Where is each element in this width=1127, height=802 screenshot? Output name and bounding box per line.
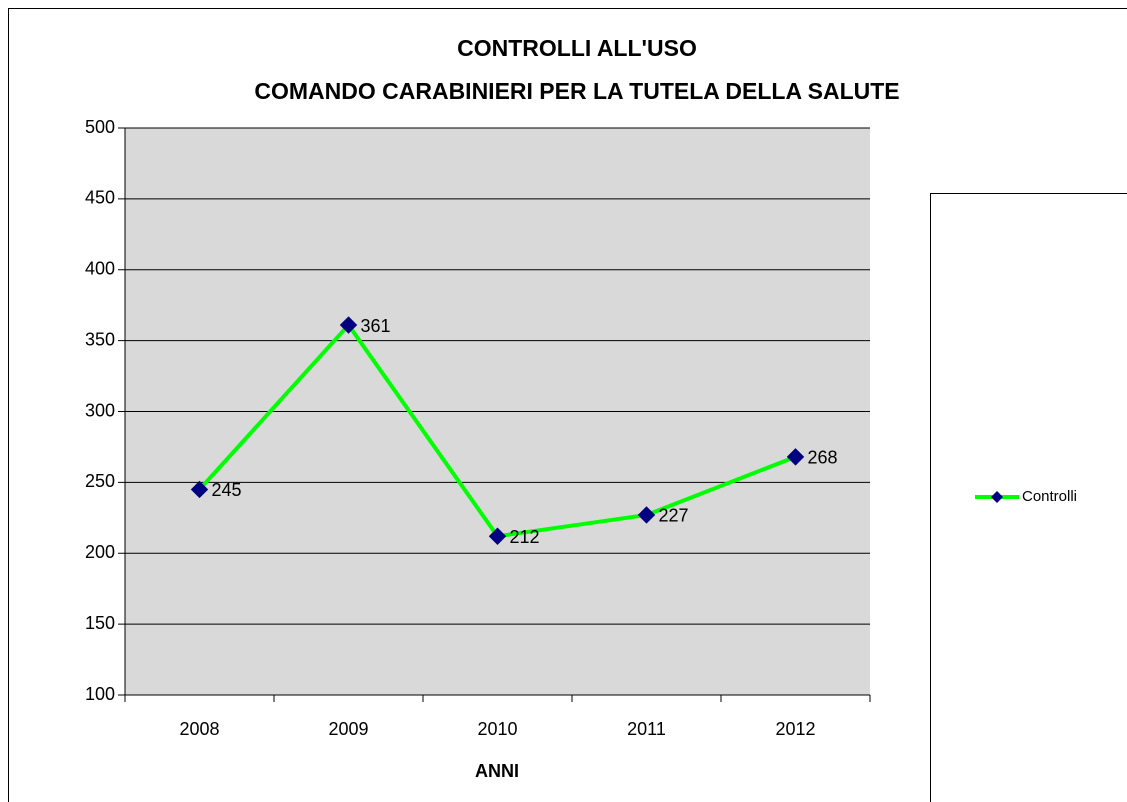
data-label: 245 <box>212 480 242 500</box>
chart-title: CONTROLLI ALL'USO <box>457 35 697 61</box>
data-label: 361 <box>361 316 391 336</box>
x-tick-label: 2010 <box>477 719 517 739</box>
legend-marker <box>991 491 1003 503</box>
y-tick-label: 450 <box>85 188 115 208</box>
y-tick-label: 500 <box>85 117 115 137</box>
x-axis-label: ANNI <box>475 761 519 781</box>
x-tick-label: 2008 <box>179 719 219 739</box>
marker <box>190 480 209 499</box>
y-tick-label: 200 <box>85 542 115 562</box>
marker <box>339 316 358 334</box>
legend-box <box>930 193 1127 802</box>
marker <box>786 448 805 466</box>
y-tick-label: 300 <box>85 400 115 420</box>
marker <box>488 527 507 545</box>
y-tick-label: 400 <box>85 259 115 279</box>
legend-label: Controlli <box>1022 488 1077 505</box>
x-tick-label: 2009 <box>328 719 368 739</box>
x-tick-label: 2012 <box>775 719 815 739</box>
data-label: 212 <box>510 527 540 547</box>
x-tick-label: 2011 <box>627 719 666 739</box>
chart-subtitle: COMANDO CARABINIERI PER LA TUTELA DELLA … <box>254 78 899 104</box>
y-tick-label: 100 <box>85 684 115 704</box>
y-tick-label: 350 <box>85 329 115 349</box>
data-label: 268 <box>808 448 838 468</box>
y-tick-label: 150 <box>85 613 115 633</box>
marker <box>637 506 656 524</box>
y-tick-label: 250 <box>85 471 115 491</box>
data-label: 227 <box>659 506 689 526</box>
